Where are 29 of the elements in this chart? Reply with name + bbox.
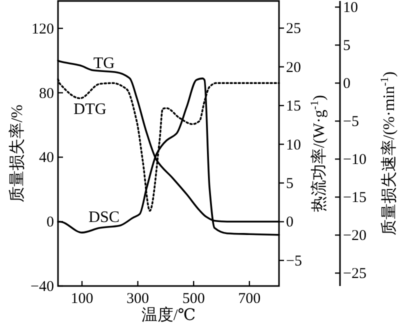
y-tick-label: −40 xyxy=(30,279,54,295)
x-tick-label: 700 xyxy=(238,291,261,307)
y-tick-label: 120 xyxy=(32,21,54,38)
y3-tick-label: −25 xyxy=(343,266,366,282)
y3-tick-label: 10 xyxy=(343,0,358,16)
y2-tick-label: 20 xyxy=(286,60,301,76)
y2-tick-label: −5 xyxy=(286,253,302,270)
y2-tick-label: 15 xyxy=(286,98,301,115)
y2-tick-label: 25 xyxy=(286,21,301,38)
y-tick-label: 80 xyxy=(39,86,54,102)
y3-tick-label: −10 xyxy=(343,152,366,168)
y3-tick-label: −20 xyxy=(343,228,366,244)
y2-tick-label: 0 xyxy=(286,214,294,231)
y-axis-title: 质量损失率/% xyxy=(8,104,26,202)
y-tick-label: 0 xyxy=(46,214,54,231)
x-tick-label: 100 xyxy=(70,291,94,307)
y2-tick-label: 10 xyxy=(286,137,301,154)
series-label: TG xyxy=(93,55,116,72)
x-axis-title: 温度/℃ xyxy=(141,306,196,324)
y3-tick-label: −15 xyxy=(343,190,366,206)
series-label: DSC xyxy=(88,209,120,226)
y3-tick-label: 5 xyxy=(343,38,350,54)
y3-tick-label: −5 xyxy=(343,114,359,130)
y2-tick-label: 5 xyxy=(286,176,294,192)
x-tick-label: 500 xyxy=(182,291,205,307)
y-tick-label: 40 xyxy=(39,150,54,166)
y3-tick-label: 0 xyxy=(343,76,350,92)
x-tick-label: 300 xyxy=(126,291,150,307)
series-label: DTG xyxy=(74,101,107,118)
